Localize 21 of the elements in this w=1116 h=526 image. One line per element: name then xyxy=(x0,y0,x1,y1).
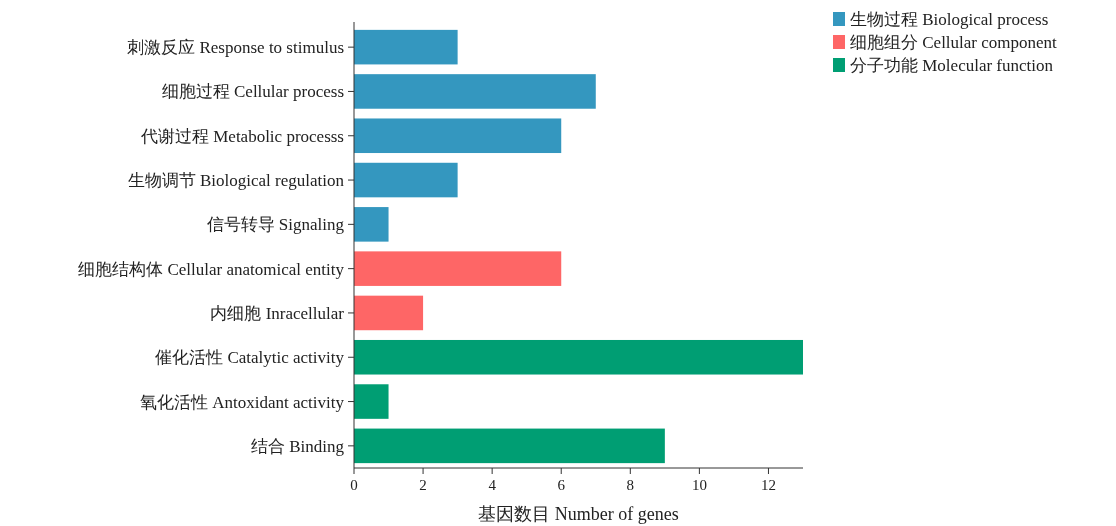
x-tick-label: 4 xyxy=(488,477,497,493)
x-tick-label: 2 xyxy=(419,477,427,493)
x-tick-label: 6 xyxy=(557,477,566,493)
y-tick-label: 细胞过程 Cellular process xyxy=(161,82,344,102)
x-tick-label: 8 xyxy=(626,477,635,493)
y-tick-label: 内细胞 Inracellular xyxy=(210,303,345,323)
x-tick-label: 0 xyxy=(350,477,358,493)
y-tick-label: 刺激反应 Response to stimulus xyxy=(127,38,344,58)
legend-label: 分子功能 Molecular function xyxy=(850,56,1054,75)
y-tick-label: 生物调节 Biological regulation xyxy=(127,171,345,191)
y-tick-label: 氧化活性 Antoxidant activity xyxy=(140,392,345,412)
x-tick-label: 10 xyxy=(691,477,707,493)
y-tick-label: 细胞结构体 Cellular anatomical entity xyxy=(78,259,345,279)
y-tick-label: 结合 Binding xyxy=(250,436,345,456)
y-tick-label: 代谢过程 Metabolic processs xyxy=(139,126,344,146)
x-axis-title: 基因数目 Number of genes xyxy=(478,504,679,524)
y-tick-label: 信号转导 Signaling xyxy=(206,215,345,235)
legend-label: 细胞组分 Cellular component xyxy=(850,33,1058,52)
x-tick-label: 12 xyxy=(760,477,776,493)
y-tick-label: 催化活性 Catalytic activity xyxy=(155,348,345,368)
legend-label: 生物过程 Biological process xyxy=(850,10,1049,29)
